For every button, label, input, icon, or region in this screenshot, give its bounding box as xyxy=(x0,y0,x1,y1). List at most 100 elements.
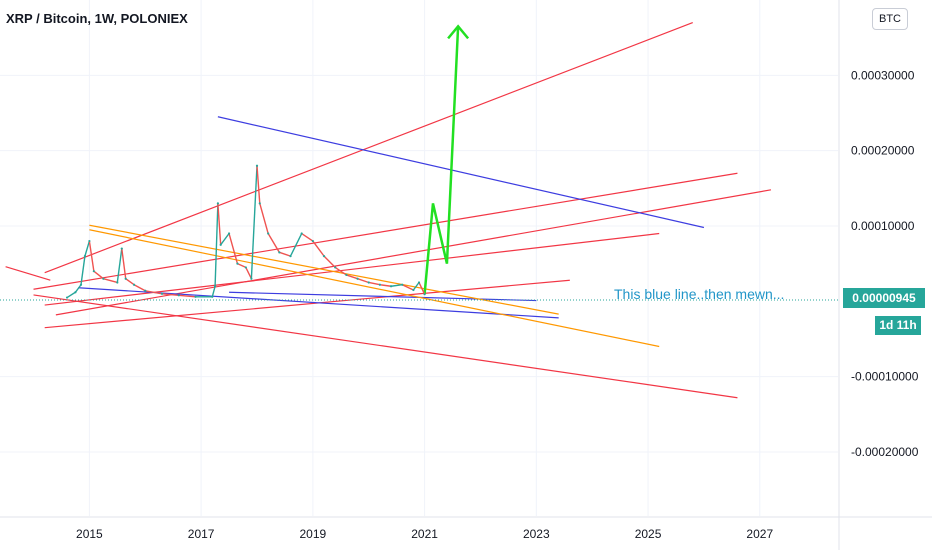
time-axis[interactable]: 2015 2017 2019 2021 2023 2025 2027 xyxy=(76,527,773,541)
price-point xyxy=(267,232,270,235)
price-point xyxy=(116,281,119,284)
red-trendline xyxy=(33,294,738,399)
price-segment xyxy=(245,267,253,280)
price-segment xyxy=(390,284,403,287)
blue-trendline xyxy=(217,116,705,229)
price-segment xyxy=(368,281,381,286)
price-point xyxy=(255,164,259,167)
price-segment xyxy=(259,203,269,234)
price-segment xyxy=(214,203,219,287)
red-trendline xyxy=(44,279,570,329)
price-segment xyxy=(401,284,414,291)
price-point xyxy=(92,270,95,273)
price-point xyxy=(124,277,127,280)
price-segment xyxy=(133,284,146,292)
price-point xyxy=(177,294,180,297)
price-segment xyxy=(412,282,420,291)
price-point xyxy=(250,277,253,280)
price-point xyxy=(322,255,326,258)
price-segment xyxy=(66,291,76,299)
price-point xyxy=(132,283,136,286)
price-segment xyxy=(93,270,104,280)
x-tick-label: 2023 xyxy=(523,527,550,541)
red-trendline xyxy=(5,266,51,281)
x-tick-label: 2017 xyxy=(188,527,215,541)
price-segment xyxy=(161,293,179,296)
currency-badge[interactable]: BTC xyxy=(872,8,908,30)
orange-trendline xyxy=(89,224,559,315)
price-segment xyxy=(323,255,336,268)
x-tick-label: 2021 xyxy=(411,527,438,541)
price-point xyxy=(412,288,415,292)
green-arrow-head xyxy=(447,24,470,40)
red-trendline xyxy=(44,22,693,274)
price-segment xyxy=(88,240,95,272)
price-segment xyxy=(220,233,230,246)
price-segment xyxy=(121,248,127,279)
price-segment xyxy=(301,232,314,242)
price-point xyxy=(389,285,393,288)
price-segment xyxy=(103,278,118,284)
price-point xyxy=(102,277,105,280)
price-point xyxy=(120,247,123,250)
price-segment xyxy=(80,256,86,285)
price-segment xyxy=(74,284,82,293)
price-point xyxy=(211,295,214,298)
price-point xyxy=(83,255,87,258)
price-point xyxy=(401,283,404,286)
price-segment xyxy=(379,284,392,287)
price-point xyxy=(65,296,69,299)
price-point xyxy=(345,273,348,277)
price-point xyxy=(289,255,292,258)
price-segment xyxy=(312,240,325,257)
price-segment xyxy=(418,282,426,295)
price-point xyxy=(423,293,426,296)
price-point xyxy=(227,232,231,235)
red-trendline xyxy=(33,172,738,290)
price-point xyxy=(258,202,261,205)
price-segment xyxy=(237,263,247,269)
price-segment xyxy=(217,203,222,245)
red-trendline xyxy=(44,232,660,306)
price-segment xyxy=(116,248,123,283)
drawings-layer xyxy=(5,22,772,399)
price-segment xyxy=(178,294,196,298)
price-segment xyxy=(346,274,358,280)
price-segment xyxy=(145,290,163,295)
y-tick-label: 0.00020000 xyxy=(851,144,915,158)
orange-trendline xyxy=(89,229,660,348)
price-point xyxy=(417,281,421,284)
price-axis[interactable]: 0.00030000 0.00020000 0.00010000 -0.0001000… xyxy=(851,68,919,459)
y-tick-label: 0.00010000 xyxy=(851,219,915,233)
grid xyxy=(0,0,838,516)
annotation-text[interactable]: This blue line..then mewn... xyxy=(614,286,785,302)
price-point xyxy=(160,292,164,295)
x-tick-label: 2015 xyxy=(76,527,103,541)
x-tick-label: 2025 xyxy=(635,527,662,541)
price-segment xyxy=(279,251,291,257)
price-point xyxy=(334,266,337,269)
price-point xyxy=(236,262,239,265)
price-segment xyxy=(228,233,239,264)
price-point xyxy=(378,283,381,286)
price-series-layer xyxy=(65,164,426,299)
x-tick-label: 2019 xyxy=(300,527,327,541)
bar-countdown-label: 1d 11h xyxy=(875,316,921,335)
price-segment xyxy=(211,286,216,297)
y-tick-label: -0.00010000 xyxy=(851,370,919,384)
price-segment xyxy=(357,278,369,284)
price-point xyxy=(79,283,83,286)
y-tick-label: -0.00020000 xyxy=(851,445,919,459)
price-point xyxy=(278,251,281,254)
price-point xyxy=(244,266,247,269)
price-point xyxy=(88,239,91,243)
price-segment xyxy=(84,240,91,257)
blue-trendline xyxy=(229,291,537,302)
price-point xyxy=(300,232,303,235)
price-segment xyxy=(256,165,261,204)
price-point xyxy=(144,289,147,292)
last-price-label: 0.00000945 xyxy=(843,288,925,308)
price-point xyxy=(216,202,219,205)
